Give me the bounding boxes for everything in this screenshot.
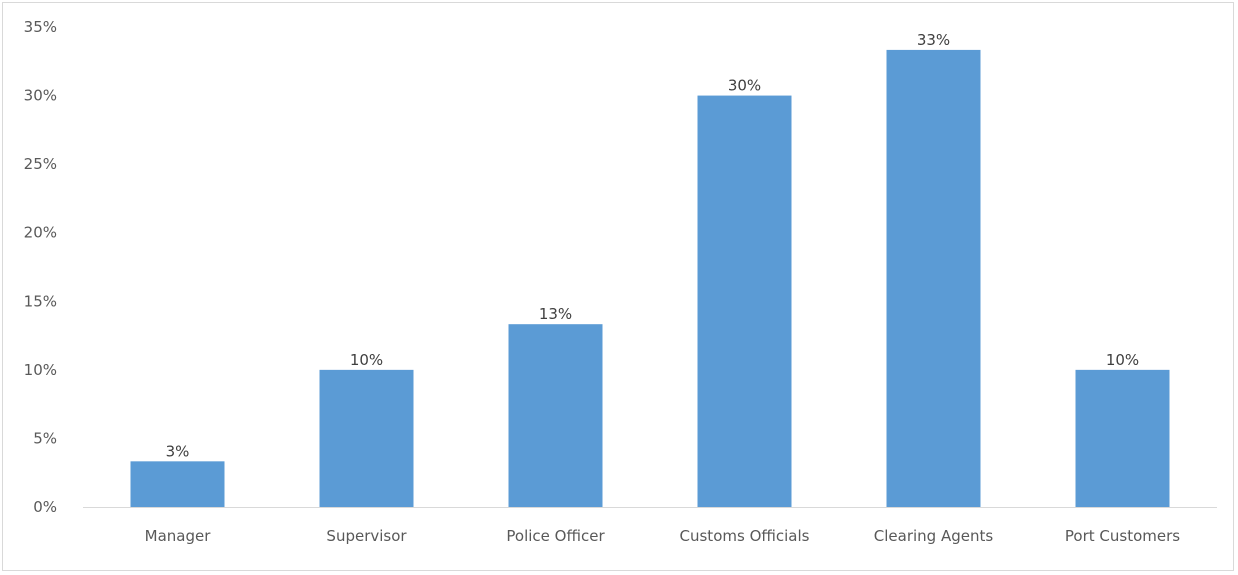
y-tick-label: 35%	[24, 18, 57, 36]
bar	[1075, 369, 1170, 507]
y-tick-label: 25%	[24, 155, 57, 173]
x-category-label: Manager	[145, 527, 212, 545]
y-tick-label: 20%	[24, 224, 57, 242]
x-category-label: Customs Officials	[680, 527, 810, 545]
data-labels: 3% 10% 13% 30% 33% 10%	[166, 31, 1140, 460]
bar	[130, 461, 225, 507]
bar-value-label: 33%	[917, 31, 950, 49]
bar-value-label: 3%	[166, 442, 190, 460]
x-axis-ticks: Manager Supervisor Police Officer Customs O…	[145, 527, 1181, 545]
bar-value-label: 13%	[539, 305, 572, 323]
bars	[130, 49, 1170, 508]
bar	[319, 369, 414, 507]
y-tick-label: 5%	[33, 429, 57, 447]
y-tick-label: 10%	[24, 361, 57, 379]
bar	[697, 95, 792, 508]
x-category-label: Port Customers	[1065, 527, 1180, 545]
bar-value-label: 30%	[728, 77, 761, 95]
y-tick-label: 0%	[33, 498, 57, 516]
x-category-label: Clearing Agents	[874, 527, 994, 545]
x-category-label: Police Officer	[506, 527, 605, 545]
bar-value-label: 10%	[1106, 351, 1139, 369]
bar	[508, 324, 603, 507]
bar-value-label: 10%	[350, 351, 383, 369]
bar	[886, 49, 981, 507]
x-category-label: Supervisor	[326, 527, 407, 545]
y-tick-label: 15%	[24, 292, 57, 310]
y-axis-ticks: 0% 5% 10% 15% 20% 25% 30% 35%	[24, 18, 57, 516]
y-tick-label: 30%	[24, 87, 57, 105]
